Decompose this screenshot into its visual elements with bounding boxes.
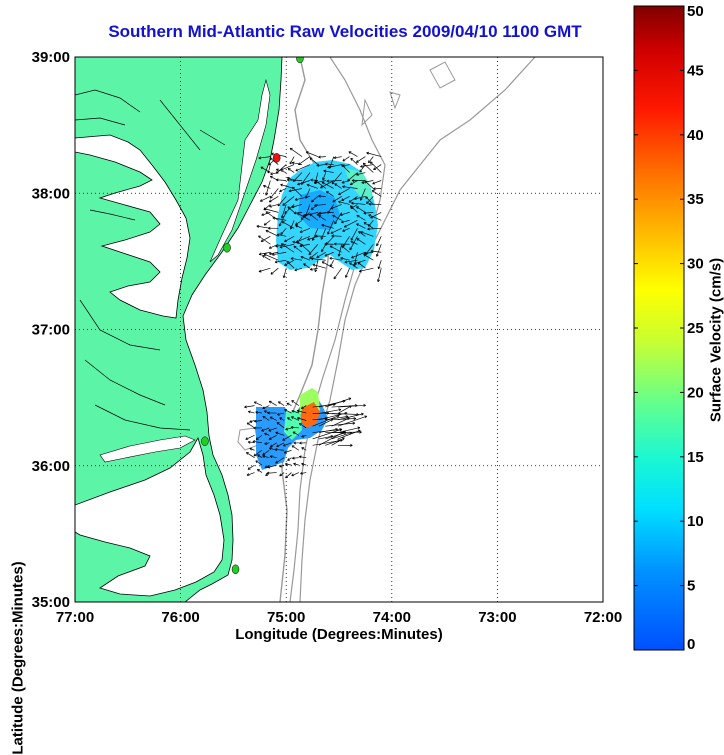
- y-axis-label: Latitude (Degrees:Minutes): [10, 561, 27, 754]
- colorbar-tick-label: 15: [687, 449, 704, 466]
- x-tick-label: 75:00: [267, 609, 305, 626]
- x-axis-ticks: 77:00 76:00 75:00 74:00 73:00 72:00: [56, 609, 622, 626]
- colorbar: [634, 6, 684, 650]
- colorbar-tick-label: 5: [687, 578, 695, 595]
- map-chart: 77:00 76:00 75:00 74:00 73:00 72:00 35:00 36:0…: [0, 0, 724, 659]
- x-tick-label: 76:00: [161, 609, 199, 626]
- radar-site-marker: [273, 153, 280, 162]
- colorbar-tick-label: 25: [687, 320, 704, 337]
- y-tick-label: 35:00: [32, 594, 70, 611]
- radar-site-marker: [296, 54, 303, 63]
- colorbar-tick-label: 50: [687, 3, 704, 20]
- colorbar-tick-label: 30: [687, 256, 704, 273]
- colorbar-tick-label: 45: [687, 62, 704, 79]
- radar-site-marker: [201, 437, 208, 446]
- colorbar-tick-label: 0: [687, 636, 695, 653]
- colorbar-tick-label: 35: [687, 191, 704, 208]
- x-tick-label: 73:00: [478, 609, 516, 626]
- radar-site-marker: [232, 565, 239, 574]
- x-tick-label: 77:00: [56, 609, 94, 626]
- x-tick-label: 74:00: [373, 609, 411, 626]
- y-axis-ticks: 35:00 36:00 37:00 38:00 39:00: [32, 49, 70, 611]
- y-tick-label: 39:00: [32, 49, 70, 66]
- y-tick-label: 36:00: [32, 458, 70, 475]
- colorbar-tick-label: 40: [687, 127, 704, 144]
- x-axis-label: Longitude (Degrees:Minutes): [75, 626, 603, 643]
- y-tick-label: 38:00: [32, 185, 70, 202]
- y-tick-label: 37:00: [32, 322, 70, 339]
- x-tick-label: 72:00: [584, 609, 622, 626]
- colorbar-tick-label: 10: [687, 513, 704, 530]
- colorbar-label: Surface Velocity (cm/s): [708, 258, 724, 422]
- colorbar-tick-label: 20: [687, 384, 704, 401]
- radar-site-marker: [224, 243, 231, 252]
